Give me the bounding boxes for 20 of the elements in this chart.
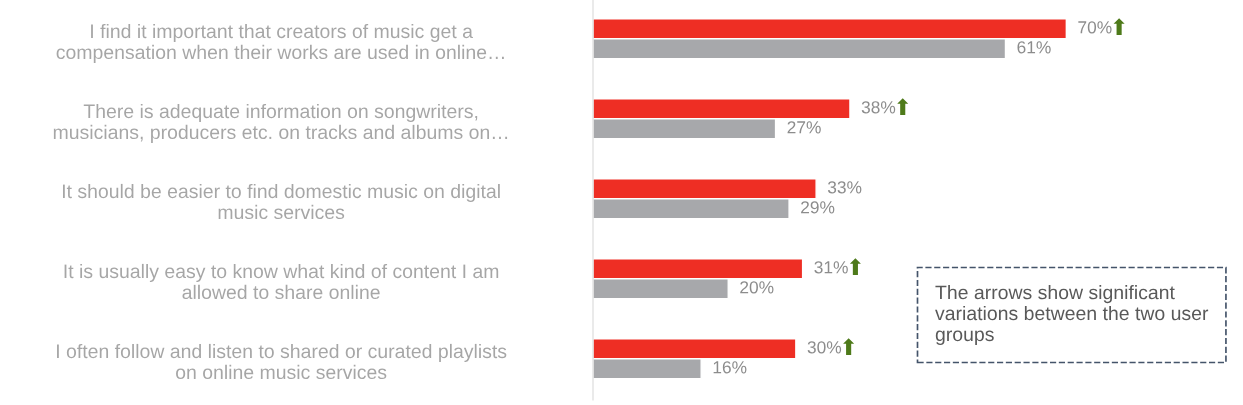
y-tick-label: It should be easier to find domestic music on digital music services <box>62 183 500 220</box>
y-tick-label: It is usually easy to know what kind of content I am allowed to share online <box>64 263 499 300</box>
data-label: 29% <box>801 201 835 214</box>
y-tick-label: There is adequate information on songwriters, musicians, producers etc. on tracks and albums on… <box>53 103 508 143</box>
annotation: ⬆ <box>897 98 909 115</box>
annotation: ⬆ <box>1113 18 1125 35</box>
annotation: The arrows show significant variations between the two user groups <box>935 285 1209 346</box>
data-label: 38% <box>861 101 896 114</box>
data-label: 20% <box>740 281 774 294</box>
data-label: 61% <box>1017 41 1051 54</box>
data-label: 31% <box>814 261 848 274</box>
y-tick-label: I find it important that creators of music get a compensation when their works are used in online… <box>56 23 504 63</box>
data-label: 27% <box>787 121 821 134</box>
data-label: 30% <box>807 341 842 354</box>
data-label: 33% <box>827 181 862 194</box>
data-label: 16% <box>713 361 747 374</box>
annotation: ⬆ <box>843 338 855 355</box>
y-tick-label: I often follow and listen to shared or curated playlists on online music services <box>57 343 507 380</box>
data-label: 70% <box>1078 21 1112 34</box>
annotation: ⬆ <box>849 258 861 275</box>
